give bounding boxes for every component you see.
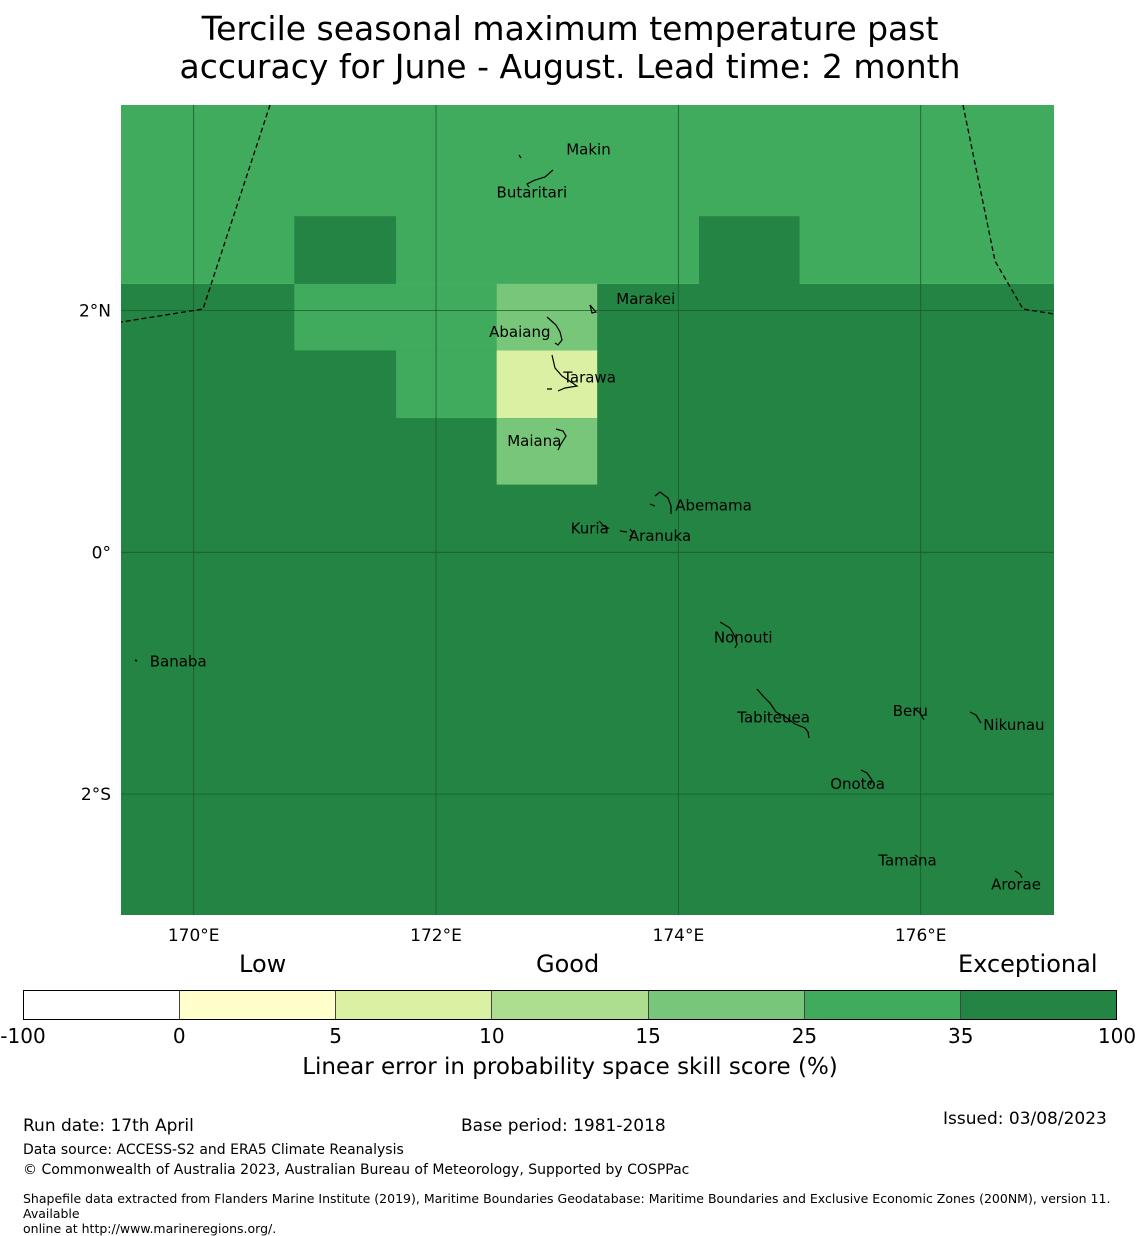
- run-date: Run date: 17th April: [23, 1116, 194, 1136]
- island-labels: Makin Butaritari Marakei Abaiang Tarawa Maian…: [150, 141, 1045, 894]
- colorbar-segment: [803, 991, 960, 1019]
- island-maiana: [555, 428, 567, 451]
- colorbar-tick-label: 15: [635, 1024, 661, 1048]
- graticule: [121, 105, 1054, 915]
- island-label-tarawa: Tarawa: [562, 369, 616, 387]
- island-label-marakei: Marakei: [616, 290, 675, 308]
- colorbar-segment: [179, 991, 336, 1019]
- lon-tick-label: 172°E: [410, 926, 462, 946]
- shapefile-credit-line-2: online at http://www.marineregions.org/.: [23, 1221, 277, 1236]
- colorbar: [23, 990, 1117, 1020]
- island-label-tamana: Tamana: [877, 852, 936, 870]
- shapefile-credit-line-1: Shapefile data extracted from Flanders M…: [23, 1191, 1111, 1221]
- colorbar-segment: [959, 991, 1116, 1019]
- colorbar-tick-label: 0: [172, 1024, 186, 1048]
- title-line-2: accuracy for June - August. Lead time: 2…: [179, 47, 961, 86]
- lon-tick-label: 174°E: [653, 926, 705, 946]
- shapefile-credit: Shapefile data extracted from Flanders M…: [23, 1191, 1138, 1236]
- island-label-maiana: Maiana: [507, 432, 561, 450]
- island-abemama: [649, 491, 672, 514]
- skill-cell-0: [121, 105, 1054, 284]
- island-label-tabiteuea: Tabiteuea: [736, 709, 810, 727]
- lat-tick-label: 2°S: [81, 785, 111, 805]
- island-label-nonouti: Nonouti: [714, 628, 773, 646]
- colorbar-title: Linear error in probability space skill …: [302, 1054, 838, 1080]
- island-aranuka: [619, 528, 634, 538]
- island-label-butaritari: Butaritari: [497, 184, 568, 202]
- colorbar-word-good: Good: [536, 950, 600, 978]
- island-arorae: [1014, 870, 1023, 879]
- island-tamana: [914, 854, 919, 858]
- island-label-makin: Makin: [566, 141, 611, 159]
- data-source: Data source: ACCESS-S2 and ERA5 Climate …: [23, 1142, 404, 1158]
- island-makin: [518, 154, 522, 159]
- island-outlines: [134, 154, 1023, 879]
- eez-boundary-east: [962, 104, 1055, 315]
- island-label-nikunau: Nikunau: [983, 716, 1044, 734]
- island-banaba: [134, 659, 138, 662]
- skill-cell-7: [496, 350, 598, 419]
- island-beru: [914, 708, 925, 721]
- lon-tick-label: 176°E: [895, 926, 947, 946]
- colorbar-word-exceptional: Exceptional: [958, 950, 1098, 978]
- title-line-1: Tercile seasonal maximum temperature pas…: [201, 9, 939, 48]
- island-label-kuria: Kuria: [571, 520, 609, 538]
- lat-tick-label: 0°: [92, 543, 111, 563]
- issued-date: Issued: 03/08/2023: [943, 1109, 1107, 1129]
- colorbar-segment: [335, 991, 492, 1019]
- lon-tick-label: 170°E: [168, 926, 220, 946]
- island-nikunau: [969, 711, 982, 724]
- colorbar-tick-label: 100: [1097, 1024, 1137, 1048]
- colorbar-tick-label: 10: [479, 1024, 505, 1048]
- lat-tick-label: 2°N: [79, 302, 111, 322]
- island-label-abemama: Abemama: [675, 497, 752, 515]
- axis-tick-labels: 170°E 172°E 174°E 176°E 2°N 0° 2°S: [79, 302, 947, 946]
- colorbar-segment: [24, 991, 180, 1019]
- map-title: Tercile seasonal maximum temperature pas…: [0, 10, 1140, 86]
- island-label-arorae: Arorae: [991, 876, 1041, 894]
- skill-cell-5: [396, 350, 497, 419]
- colorbar-segment: [647, 991, 804, 1019]
- colorbar-segment: [491, 991, 648, 1019]
- colorbar-tick-label: 25: [791, 1024, 818, 1048]
- skill-cell-4: [294, 283, 497, 351]
- skill-cells: [121, 105, 1054, 915]
- island-kuria: [598, 520, 610, 530]
- island-nonouti: [719, 621, 738, 649]
- island-label-abaiang: Abaiang: [489, 323, 550, 341]
- colorbar-tick-label: 5: [329, 1024, 342, 1048]
- skill-cell-2: [294, 216, 397, 284]
- colorbar-tick-label: 35: [947, 1024, 974, 1048]
- island-abaiang: [546, 316, 563, 346]
- island-tabiteuea: [756, 688, 810, 739]
- copyright: © Commonwealth of Australia 2023, Austra…: [23, 1162, 690, 1178]
- island-butaritari: [526, 169, 554, 188]
- island-label-beru: Beru: [893, 702, 928, 720]
- base-period: Base period: 1981-2018: [461, 1116, 666, 1136]
- island-label-aranuka: Aranuka: [629, 527, 691, 545]
- island-label-banaba: Banaba: [150, 652, 207, 670]
- colorbar-tick-label: -100: [0, 1024, 46, 1048]
- skill-cell-3: [698, 216, 800, 284]
- island-tarawa: [547, 354, 579, 392]
- eez-boundary: [120, 104, 1055, 323]
- colorbar-word-low: Low: [239, 950, 287, 978]
- island-onotoa: [860, 769, 873, 786]
- island-label-onotoa: Onotoa: [830, 775, 885, 793]
- island-marakei: [589, 304, 598, 314]
- skill-cell-8: [496, 418, 598, 485]
